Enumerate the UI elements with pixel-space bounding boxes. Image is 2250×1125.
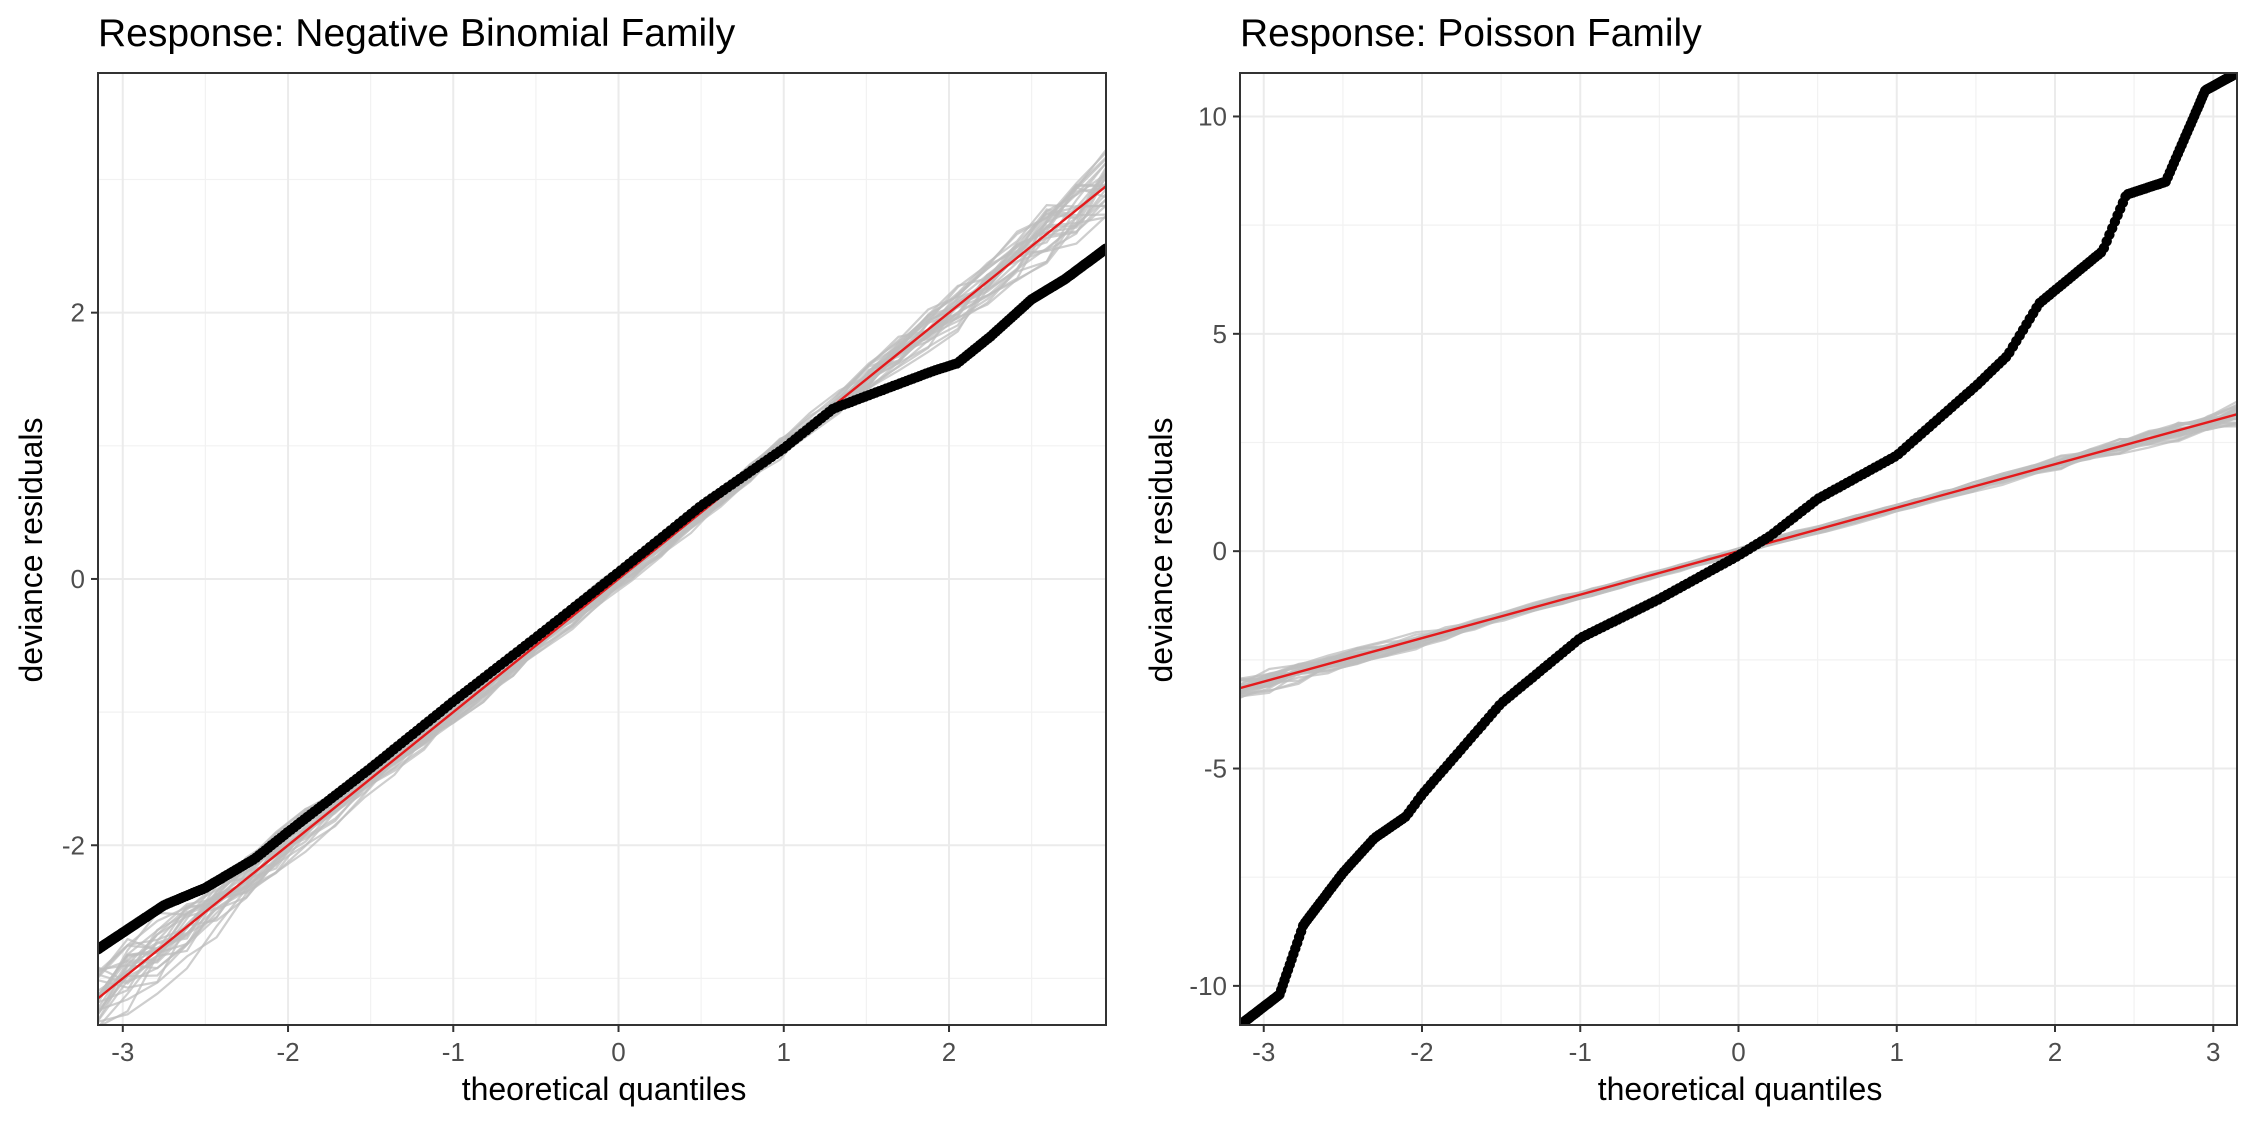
x-tick-label: -1 [1569,1037,1592,1067]
y-axis-title: deviance residuals [1143,417,1179,682]
observed-points [1240,73,2237,1025]
simulation-line [98,208,1106,971]
panel-title: Response: Poisson Family [1240,12,1702,55]
panel-border [97,72,1107,1026]
x-tick-label: 0 [1731,1037,1745,1067]
data-point [1100,243,1106,254]
x-tick-label: 0 [611,1037,625,1067]
x-tick-label: -2 [1410,1037,1433,1067]
y-tick-label: 0 [71,564,85,594]
x-tick-label: -2 [276,1037,299,1067]
x-tick-label: 2 [2048,1037,2062,1067]
panel-title: Response: Negative Binomial Family [98,12,736,55]
plot-area: -3 -2 -1 0 1 2 -2 0 2 [62,72,1107,1067]
panel-negative-binomial: Response: Negative Binomial Family -3 -2-… [13,12,1107,1107]
y-tick-label: 5 [1213,319,1227,349]
data-point [2231,73,2237,79]
x-tick-label: 1 [1890,1037,1904,1067]
x-tick-label: 3 [2206,1037,2220,1067]
observed-points [98,243,1106,955]
y-axis-title: deviance residuals [13,417,49,682]
y-tick-label: -5 [1204,754,1227,784]
x-tick-label: -1 [442,1037,465,1067]
y-tick-label: 0 [1213,536,1227,566]
y-tick-label: -2 [62,830,85,860]
y-tick-label: 10 [1198,101,1227,131]
panel-poisson: Response: Poisson Family -3 -2 -1 0 1 2 3-10-5… [1143,12,2238,1107]
y-tick-label: 2 [71,298,85,328]
x-axis-title: theoretical quantiles [462,1071,747,1107]
reference-line [98,185,1106,1000]
x-tick-label: 2 [942,1037,956,1067]
x-tick-label: 1 [777,1037,791,1067]
y-tick-label: -10 [1189,971,1227,1001]
x-tick-label: -3 [1252,1037,1275,1067]
x-tick-label: -3 [111,1037,134,1067]
x-axis-title: theoretical quantiles [1598,1071,1883,1107]
